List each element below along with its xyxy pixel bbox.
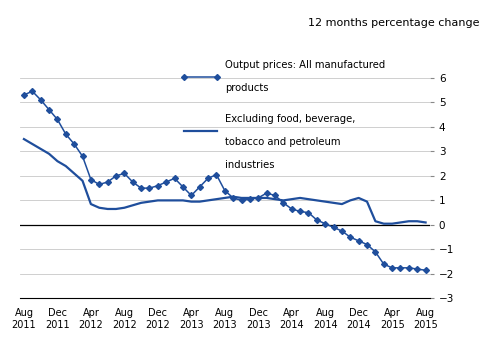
Text: Output prices: All manufactured: Output prices: All manufactured (225, 60, 385, 70)
Text: Excluding food, beverage,: Excluding food, beverage, (225, 114, 355, 124)
Text: tobacco and petroleum: tobacco and petroleum (225, 137, 340, 147)
Text: 12 months percentage change: 12 months percentage change (308, 18, 479, 28)
Text: industries: industries (225, 161, 274, 170)
Text: products: products (225, 83, 268, 94)
